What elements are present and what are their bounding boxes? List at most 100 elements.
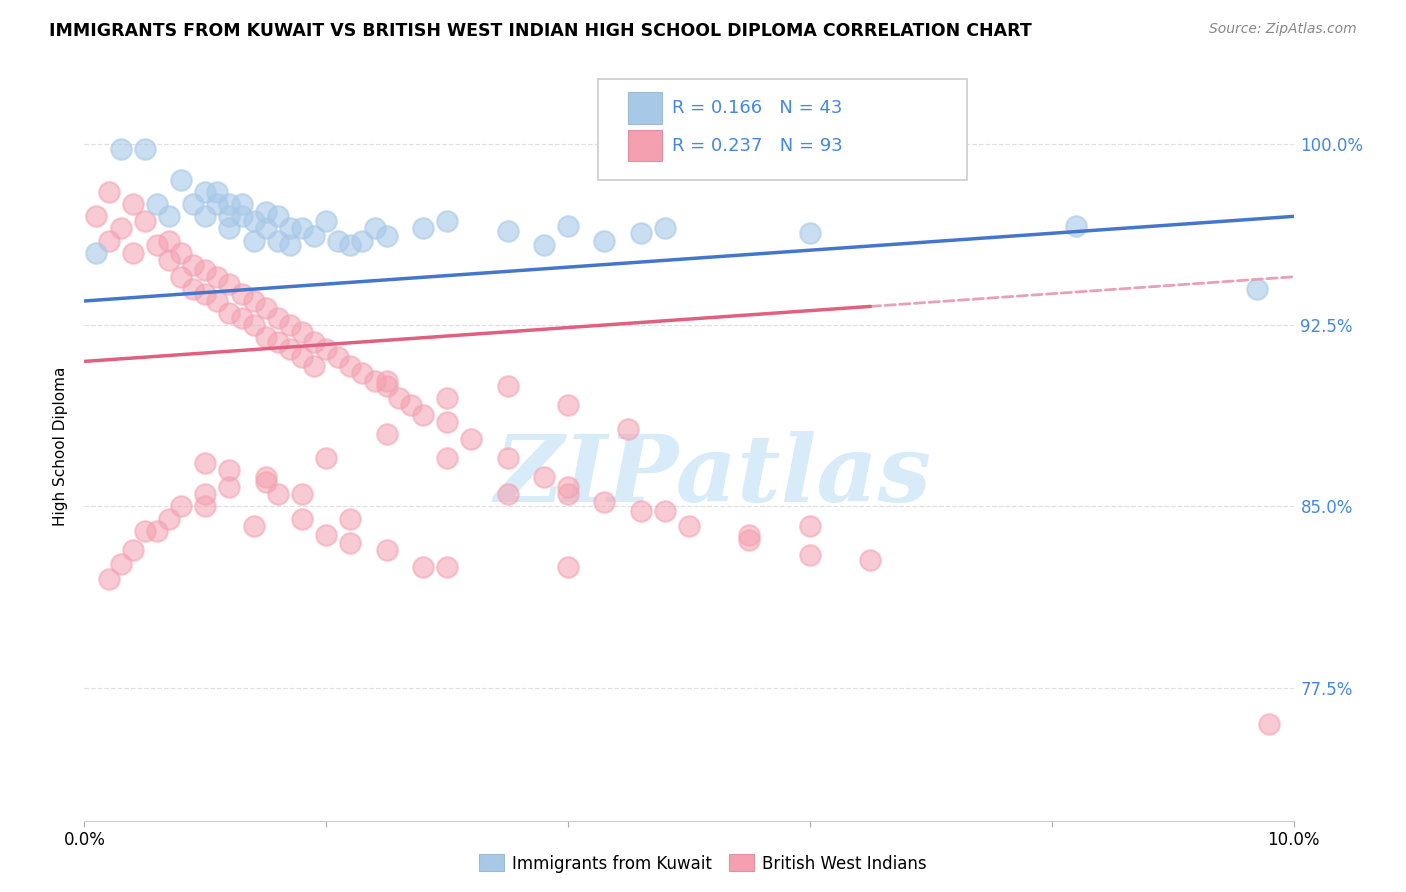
Point [170, 500, 193, 514]
Point [194, 286, 217, 301]
Point [121, 197, 143, 211]
Point [315, 528, 337, 542]
Point [194, 262, 217, 277]
Point [339, 238, 361, 252]
Point [134, 214, 156, 228]
Point [1246, 282, 1268, 296]
Point [375, 543, 398, 558]
Point [267, 334, 290, 349]
Point [315, 451, 337, 466]
Point [315, 343, 337, 357]
Point [496, 451, 519, 466]
Point [678, 518, 700, 533]
Point [291, 487, 314, 501]
Point [339, 359, 361, 374]
Point [496, 487, 519, 501]
Point [630, 504, 652, 518]
Text: R = 0.166   N = 43: R = 0.166 N = 43 [672, 99, 842, 117]
Point [194, 185, 217, 199]
Point [218, 463, 240, 477]
Point [375, 426, 398, 441]
Point [242, 318, 264, 333]
Point [231, 310, 253, 325]
Legend: Immigrants from Kuwait, British West Indians: Immigrants from Kuwait, British West Ind… [472, 847, 934, 880]
Point [799, 227, 821, 241]
Point [157, 210, 180, 224]
Point [231, 197, 253, 211]
Point [399, 398, 422, 412]
Point [460, 432, 482, 446]
Point [1064, 219, 1087, 233]
Point [738, 528, 761, 542]
Point [799, 518, 821, 533]
Point [207, 185, 229, 199]
Point [278, 318, 301, 333]
Point [412, 559, 434, 574]
Point [352, 367, 374, 381]
Point [86, 210, 108, 224]
Point [593, 494, 616, 508]
Point [218, 221, 240, 235]
Point [302, 359, 325, 374]
Point [654, 221, 676, 235]
Point [278, 343, 301, 357]
Point [254, 330, 277, 344]
Point [352, 234, 374, 248]
Point [412, 408, 434, 422]
Point [557, 559, 579, 574]
Point [363, 221, 385, 235]
Point [291, 511, 314, 525]
Point [557, 219, 579, 233]
Point [242, 293, 264, 308]
Point [242, 518, 264, 533]
Point [436, 559, 458, 574]
Point [146, 197, 169, 211]
Point [533, 238, 555, 252]
Point [242, 234, 264, 248]
Point [231, 286, 253, 301]
Point [593, 234, 616, 248]
Point [328, 234, 350, 248]
Point [254, 204, 277, 219]
Point [157, 252, 180, 267]
Point [557, 398, 579, 412]
Y-axis label: High School Diploma: High School Diploma [53, 367, 69, 525]
Point [181, 282, 204, 296]
Point [218, 277, 240, 291]
Point [254, 475, 277, 490]
Point [97, 572, 120, 586]
Point [339, 535, 361, 549]
Point [278, 238, 301, 252]
FancyBboxPatch shape [628, 93, 662, 124]
Point [134, 524, 156, 538]
Point [157, 234, 180, 248]
Point [121, 543, 143, 558]
Point [496, 378, 519, 392]
Point [254, 301, 277, 316]
Point [218, 210, 240, 224]
Point [121, 245, 143, 260]
Point [388, 391, 411, 405]
Point [278, 221, 301, 235]
Point [267, 210, 290, 224]
Point [496, 224, 519, 238]
Point [194, 210, 217, 224]
Point [533, 470, 555, 484]
Point [110, 558, 132, 572]
Point [630, 227, 652, 241]
Text: R = 0.237   N = 93: R = 0.237 N = 93 [672, 136, 842, 154]
Point [254, 470, 277, 484]
Point [157, 511, 180, 525]
Point [207, 293, 229, 308]
FancyBboxPatch shape [628, 130, 662, 161]
Point [231, 210, 253, 224]
Point [267, 234, 290, 248]
Point [218, 197, 240, 211]
Point [436, 415, 458, 429]
Text: Source: ZipAtlas.com: Source: ZipAtlas.com [1209, 22, 1357, 37]
Point [218, 306, 240, 320]
Point [436, 451, 458, 466]
Point [146, 524, 169, 538]
Point [375, 228, 398, 243]
Point [799, 548, 821, 562]
